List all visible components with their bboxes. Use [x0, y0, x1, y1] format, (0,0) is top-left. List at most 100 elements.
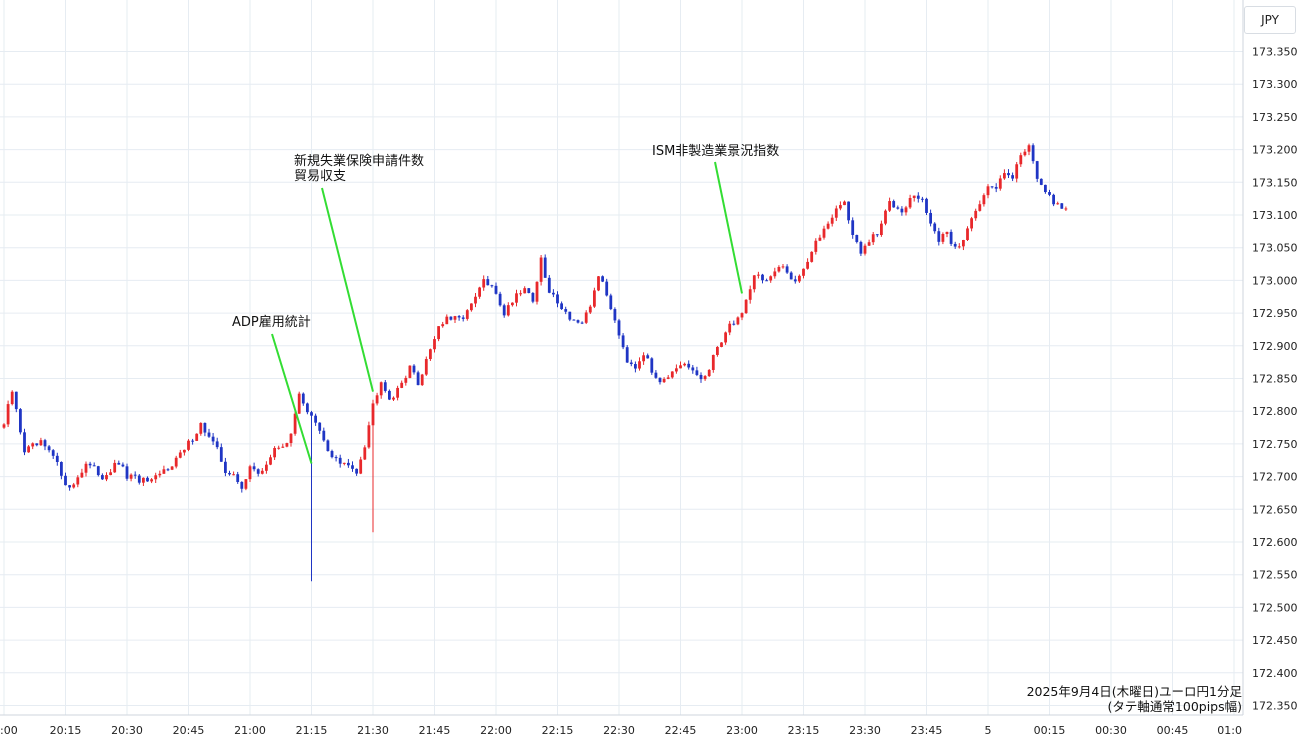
candle-body [670, 371, 674, 378]
candle [945, 231, 949, 238]
candle-body [314, 415, 317, 423]
candle-body [519, 293, 522, 295]
candle [388, 389, 391, 401]
candle-body [1003, 173, 1006, 179]
y-tick-label: 173.250 [1252, 111, 1298, 124]
x-tick-label: :00 [0, 724, 18, 737]
candle-body [851, 220, 855, 235]
candle-body [830, 217, 834, 224]
candle [437, 326, 440, 342]
candle [658, 377, 662, 385]
candle-body [904, 207, 908, 213]
candle [92, 462, 96, 467]
candle [396, 385, 399, 401]
candle-body [970, 218, 973, 229]
x-tick-label: 23:15 [788, 724, 820, 737]
candle [498, 291, 502, 307]
candle [556, 291, 559, 308]
candle [552, 289, 555, 298]
candle [802, 268, 805, 279]
candle-body [47, 446, 51, 451]
x-tick-label: 22:30 [603, 724, 635, 737]
candle [822, 225, 826, 240]
candle-body [937, 231, 941, 242]
candle-body [10, 391, 14, 405]
candle [962, 239, 965, 251]
candle-body [707, 369, 711, 377]
candle-body [342, 462, 346, 464]
candle-body [580, 322, 584, 324]
candle [781, 263, 785, 269]
candle [892, 199, 896, 208]
candle-body [617, 320, 621, 336]
candle-body [564, 309, 568, 312]
candle [142, 477, 145, 487]
candle [322, 427, 326, 442]
candle [843, 200, 846, 206]
candle-body [945, 231, 949, 234]
candle [1031, 143, 1035, 164]
currency-label[interactable]: JPY [1244, 6, 1296, 34]
candle [650, 357, 654, 375]
candle-body [412, 365, 416, 373]
candle [547, 274, 551, 294]
candle [1052, 193, 1055, 207]
candle-body [646, 355, 650, 359]
candle-body [629, 362, 633, 365]
candle [129, 473, 133, 482]
candle-body [588, 306, 592, 313]
candle-body [326, 440, 330, 452]
annotation-pointer [321, 187, 374, 392]
candle [851, 217, 855, 239]
candle [695, 366, 699, 377]
candle [178, 449, 182, 459]
candle-body [539, 257, 543, 282]
time-axis: :00 20:15 20:30 20:45 21:00 21:15 21:30 21:45 22… [0, 714, 1243, 737]
candle [55, 452, 59, 466]
candle [449, 316, 453, 321]
candle-body [146, 477, 149, 482]
candle-body [765, 280, 768, 282]
candle [80, 468, 84, 479]
candle-body [761, 274, 764, 281]
candle [367, 421, 371, 449]
candle-body [416, 372, 420, 386]
candle [982, 193, 986, 207]
candle [740, 312, 744, 321]
candle-body [1027, 145, 1031, 152]
candle-body [273, 448, 276, 458]
candle-body [474, 296, 477, 304]
y-tick-label: 172.700 [1252, 471, 1298, 484]
candle [1048, 189, 1051, 197]
candle [588, 304, 592, 315]
candle-body [921, 198, 924, 200]
candle [744, 299, 748, 314]
price-axis-bg [1243, 0, 1300, 745]
candle-body [568, 311, 572, 320]
candle-body [113, 462, 117, 473]
candle [855, 234, 859, 244]
candle [424, 356, 428, 376]
candle [605, 278, 609, 297]
candle-body [982, 195, 986, 205]
candle-body [777, 266, 781, 272]
candle-body [1015, 164, 1019, 179]
candle-body [404, 377, 408, 383]
candle [933, 222, 937, 234]
candle [773, 267, 777, 279]
candle [19, 408, 22, 435]
candle-body [195, 433, 199, 441]
y-tick-label: 172.750 [1252, 438, 1298, 451]
candle-body [515, 293, 518, 303]
candle-body [392, 397, 395, 400]
candle [211, 432, 215, 446]
candle [662, 377, 666, 383]
candle [978, 200, 982, 212]
candle [64, 472, 67, 486]
candle [580, 321, 584, 325]
candle-body [379, 382, 383, 396]
candle-body [133, 474, 137, 476]
candle-body [785, 266, 789, 273]
candle-body [929, 212, 932, 224]
